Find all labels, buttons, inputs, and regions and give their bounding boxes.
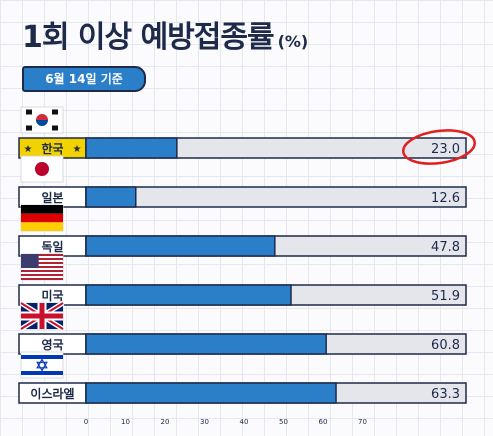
bar-row: 이스라엘 63.3 xyxy=(18,351,467,404)
trigram xyxy=(26,109,32,115)
stripe xyxy=(21,274,63,276)
category-label: 이스라엘 xyxy=(30,386,74,401)
israel-flag-icon xyxy=(20,351,64,379)
x-tick-label: 50 xyxy=(279,418,288,426)
stripe-top xyxy=(21,355,63,359)
bar xyxy=(85,137,178,159)
bar-row: ★ ★ 한국 23.0 xyxy=(18,106,476,165)
title-text: 1회 이상 예방접종률 xyxy=(22,20,275,55)
stripe-bottom xyxy=(21,371,63,375)
stripe xyxy=(21,266,63,268)
category-label: 한국 xyxy=(41,141,63,156)
star-triangle xyxy=(36,358,48,369)
stripe-gold xyxy=(21,222,63,231)
bar-row: 영국 60.8 xyxy=(18,300,467,355)
bar xyxy=(85,382,337,404)
value-label: 12.6 xyxy=(431,191,460,206)
stripe xyxy=(21,254,63,256)
uk-flag-icon xyxy=(19,300,65,332)
star-mark: ★ xyxy=(24,144,33,155)
stripe xyxy=(21,278,63,280)
taegeuk-top xyxy=(36,114,48,120)
trigram xyxy=(26,125,32,131)
x-tick-label: 10 xyxy=(121,418,130,426)
cross-red xyxy=(21,313,63,319)
bar-track xyxy=(85,186,467,208)
bar xyxy=(85,284,292,306)
category-label: 영국 xyxy=(41,337,63,352)
stripe-red xyxy=(21,213,63,223)
category-label: 일본 xyxy=(41,191,63,205)
x-tick-label: 70 xyxy=(358,418,367,426)
bar-row: 독일 47.8 xyxy=(18,204,467,257)
page-title: 1회 이상 예방접종률 (%) xyxy=(22,12,308,56)
usa-flag-icon xyxy=(20,253,64,281)
value-label: 60.8 xyxy=(431,338,460,353)
value-label: 51.9 xyxy=(431,289,460,304)
highlight-circle xyxy=(402,129,476,165)
sun-disc xyxy=(35,162,49,176)
stripe-black xyxy=(21,205,63,214)
date-badge: 6월 14일 기준 xyxy=(22,66,146,92)
bar xyxy=(85,235,276,257)
japan-flag-icon xyxy=(20,155,64,183)
value-label: 23.0 xyxy=(431,142,460,157)
stripe xyxy=(21,270,63,272)
x-tick-label: 0 xyxy=(84,418,88,426)
star-triangle xyxy=(36,361,48,372)
stripe xyxy=(21,262,63,264)
canton xyxy=(21,254,39,269)
trigram xyxy=(52,109,58,115)
trigram xyxy=(52,125,58,131)
x-tick-label: 20 xyxy=(161,418,170,426)
bar-row: 미국 51.9 xyxy=(18,253,467,306)
stripe xyxy=(21,258,63,260)
x-tick-label: 40 xyxy=(240,418,249,426)
title-unit: (%) xyxy=(277,32,309,51)
bar xyxy=(85,333,327,355)
taegeuk-bottom xyxy=(36,120,48,126)
value-label: 47.8 xyxy=(431,240,460,255)
x-tick-label: 30 xyxy=(200,418,209,426)
category-label: 독일 xyxy=(41,240,63,254)
x-tick-label: 60 xyxy=(319,418,328,426)
value-label: 63.3 xyxy=(431,387,460,402)
star-mark: ★ xyxy=(73,144,82,155)
bar xyxy=(85,186,137,208)
korea-flag-icon xyxy=(20,106,64,134)
category-label: 미국 xyxy=(41,288,63,303)
bar-row: 일본 12.6 xyxy=(18,155,467,208)
germany-flag-icon xyxy=(20,204,64,232)
